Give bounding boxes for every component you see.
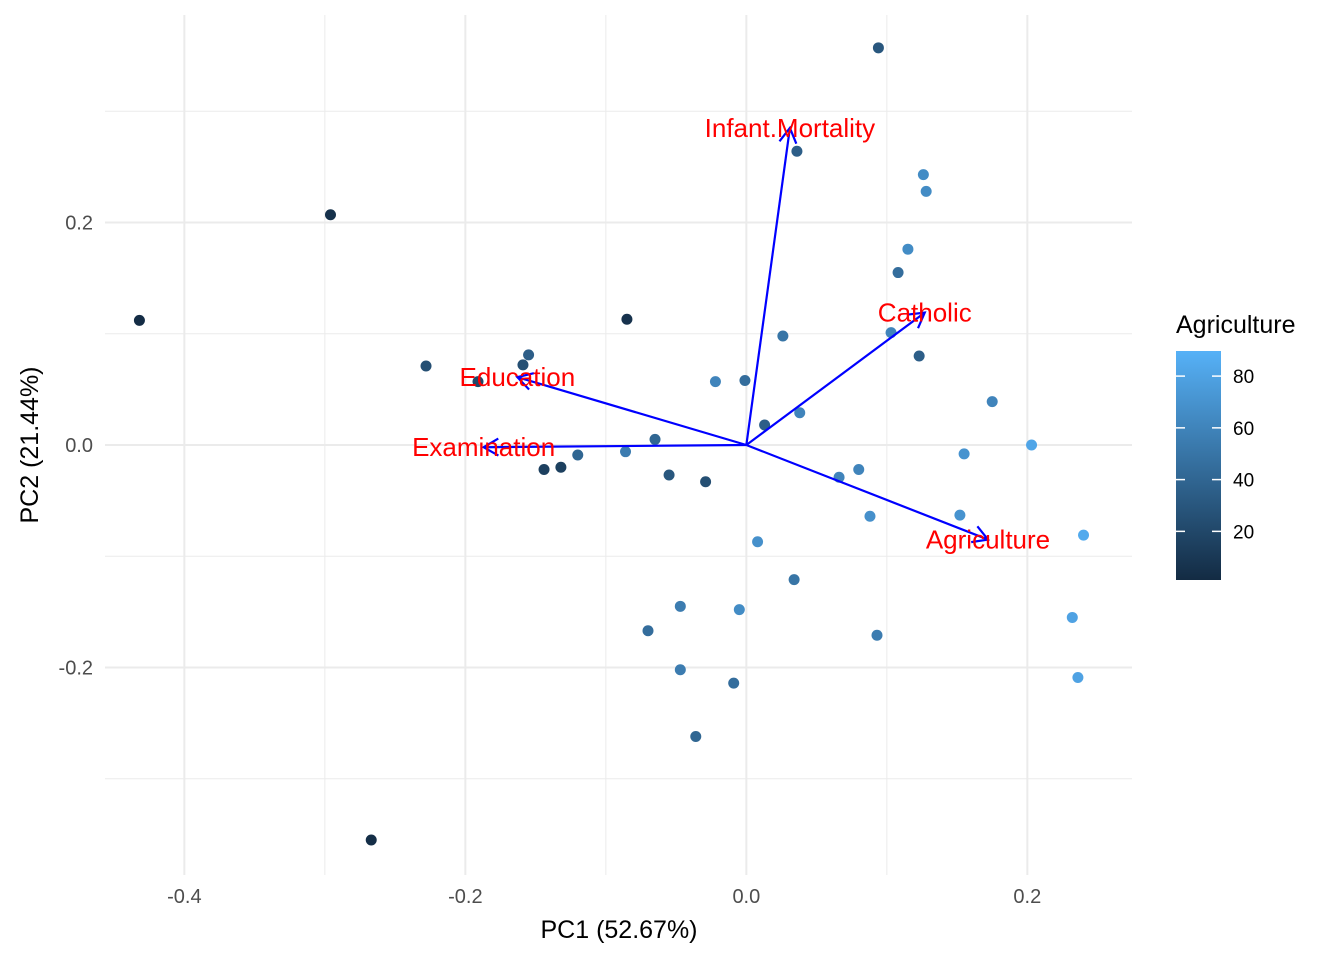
- data-point: [663, 469, 675, 481]
- legend-tick-label: 20: [1233, 522, 1254, 543]
- data-point: [777, 330, 789, 342]
- data-point: [523, 349, 535, 361]
- data-point: [538, 463, 550, 475]
- y-tick-labels: -0.2 0.0 0.2: [59, 212, 93, 679]
- data-point: [728, 677, 740, 689]
- x-axis-title: PC1 (52.67%): [540, 916, 697, 944]
- loading-arrow: [515, 372, 747, 447]
- data-point: [642, 625, 654, 637]
- data-point: [902, 243, 914, 255]
- legend-title: Agriculture: [1176, 311, 1296, 339]
- loading-label: Infant.Mortality: [705, 113, 876, 143]
- data-point: [365, 834, 377, 846]
- data-point: [674, 600, 686, 612]
- data-point: [133, 314, 145, 326]
- loading-label: Agriculture: [926, 525, 1050, 555]
- legend-tick-label: 80: [1233, 367, 1254, 388]
- legend-tick-label: 40: [1233, 471, 1254, 492]
- loading-label: Catholic: [878, 298, 972, 328]
- y-tick-label: 0.0: [65, 435, 93, 457]
- data-point: [555, 461, 567, 473]
- data-point: [620, 446, 632, 458]
- data-point: [621, 313, 633, 325]
- data-point: [791, 145, 803, 157]
- data-point: [700, 476, 712, 488]
- color-legend: Agriculture 20 40 60 80: [1176, 311, 1296, 580]
- data-point: [420, 360, 432, 372]
- x-tick-label: 0.0: [732, 886, 760, 908]
- legend-tick-label: 60: [1233, 419, 1254, 440]
- data-point: [1026, 439, 1038, 451]
- data-point: [649, 433, 661, 445]
- data-point: [1066, 611, 1078, 623]
- loading-arrows: [481, 125, 991, 544]
- data-point: [853, 463, 865, 475]
- data-point: [517, 359, 529, 371]
- loading-labels: Infant.Mortality Catholic Education Examina…: [412, 113, 1050, 555]
- data-point: [674, 664, 686, 676]
- x-tick-labels: -0.4 -0.2 0.0 0.2: [167, 886, 1041, 908]
- loading-arrow: [481, 437, 747, 457]
- data-point: [752, 536, 764, 548]
- y-tick-label: -0.2: [59, 658, 93, 680]
- data-point: [954, 509, 966, 521]
- data-point: [759, 419, 771, 431]
- data-point: [913, 350, 925, 362]
- data-point: [739, 374, 751, 386]
- x-tick-label: -0.2: [448, 886, 482, 908]
- data-point: [794, 407, 806, 419]
- data-point: [986, 396, 998, 408]
- data-point: [690, 730, 702, 742]
- data-point: [472, 376, 484, 388]
- data-point: [733, 604, 745, 616]
- data-point: [324, 209, 336, 221]
- data-point: [872, 42, 884, 54]
- loading-arrow: [745, 443, 991, 544]
- y-tick-label: 0.2: [65, 212, 93, 234]
- loading-label: Education: [460, 362, 576, 392]
- data-point: [871, 629, 883, 641]
- loading-arrow: [745, 125, 798, 446]
- data-point: [958, 448, 970, 460]
- loading-label: Examination: [412, 432, 555, 462]
- x-tick-label: 0.2: [1013, 886, 1041, 908]
- data-point: [892, 267, 904, 279]
- loading-arrow: [745, 311, 927, 446]
- points-layer: [133, 42, 1090, 846]
- data-point: [572, 449, 584, 461]
- y-axis-title: PC2 (21.44%): [16, 366, 44, 523]
- data-point: [917, 169, 929, 181]
- data-point: [1072, 672, 1084, 684]
- x-tick-label: -0.4: [167, 886, 201, 908]
- data-point: [1078, 529, 1090, 541]
- legend-colorbar: [1176, 351, 1221, 580]
- data-point: [788, 574, 800, 586]
- legend-ticks: 20 40 60 80: [1176, 367, 1254, 543]
- data-point: [709, 376, 721, 388]
- data-point: [920, 185, 932, 197]
- grid-minor: [105, 15, 1132, 875]
- data-point: [864, 510, 876, 522]
